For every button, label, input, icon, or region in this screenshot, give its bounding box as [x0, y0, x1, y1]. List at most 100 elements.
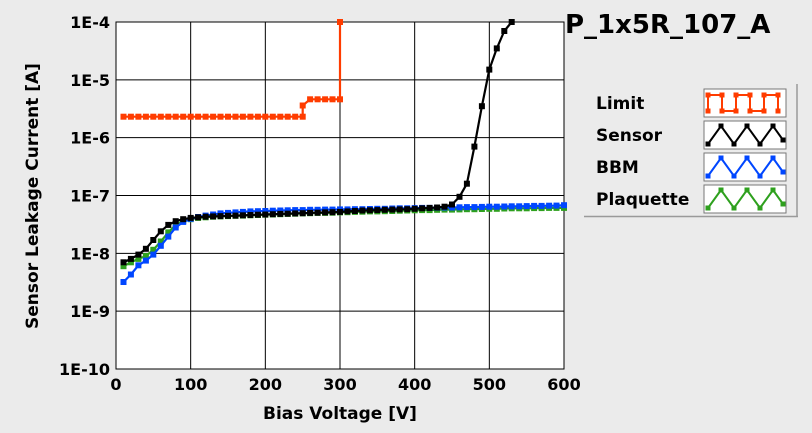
- limit-point: [157, 113, 164, 120]
- sensor-point: [150, 237, 157, 243]
- plaquette-point: [157, 238, 164, 245]
- limit-point: [195, 113, 202, 120]
- legend-item-bbm[interactable]: BBM: [596, 152, 787, 182]
- sensor-point: [277, 210, 284, 217]
- limit-point: [120, 113, 127, 120]
- legend: Limit Sensor BBM Plaquette: [584, 84, 798, 218]
- limit-point: [337, 96, 343, 103]
- legend-label-plaquette: Plaquette: [596, 190, 689, 210]
- bbm-point: [561, 202, 567, 209]
- limit-point: [165, 113, 172, 120]
- bbm-point: [247, 208, 254, 215]
- sensor-point: [374, 207, 381, 214]
- x-tick-label: 300: [323, 375, 356, 394]
- limit-point: [202, 113, 209, 120]
- limit-point: [329, 96, 336, 103]
- sensor-point: [493, 45, 500, 52]
- legend-marker-plaquette: [718, 187, 724, 193]
- limit-point: [210, 113, 217, 120]
- sensor-point: [434, 204, 441, 211]
- x-tick-label: 500: [473, 375, 506, 394]
- plaquette-point: [127, 259, 134, 266]
- legend-item-sensor[interactable]: Sensor: [596, 120, 787, 150]
- sensor-point: [187, 214, 194, 221]
- y-tick-label: 1E-4: [70, 13, 110, 32]
- sensor-point: [232, 212, 239, 219]
- limit-point: [232, 113, 239, 120]
- bbm-point: [142, 257, 149, 264]
- bbm-point: [493, 203, 500, 210]
- bbm-point: [501, 203, 508, 210]
- bbm-point: [299, 207, 306, 214]
- sensor-point: [120, 259, 127, 266]
- legend-item-limit[interactable]: Limit: [596, 88, 787, 118]
- sensor-point: [322, 209, 329, 216]
- bbm-point: [172, 224, 179, 231]
- series-limit: [120, 19, 343, 120]
- sensor-point: [314, 209, 321, 216]
- bbm-point: [292, 207, 299, 214]
- sensor-point: [254, 211, 261, 218]
- limit-point: [172, 113, 179, 120]
- sensor-point: [127, 255, 134, 262]
- x-axis-title: Bias Voltage [V]: [263, 404, 417, 424]
- sensor-point: [486, 66, 493, 73]
- legend-marker-bbm: [770, 155, 776, 161]
- legend-label-sensor: Sensor: [596, 126, 663, 146]
- bbm-point: [523, 203, 530, 210]
- sensor-point: [292, 210, 299, 217]
- bbm-point: [508, 203, 515, 210]
- sensor-point: [351, 208, 358, 214]
- bbm-point: [232, 209, 239, 216]
- sensor-point: [389, 206, 396, 213]
- bbm-point: [135, 262, 142, 269]
- limit-point: [180, 113, 187, 120]
- bbm-point: [546, 202, 553, 209]
- legend-marker-sensor: [705, 141, 711, 147]
- legend-marker-sensor: [757, 141, 763, 147]
- limit-point: [247, 113, 254, 120]
- sensor-point: [366, 207, 373, 214]
- bbm-point: [262, 208, 269, 214]
- y-axis-title: Sensor Leakage Current [A]: [23, 63, 43, 329]
- x-tick-label: 200: [249, 375, 282, 394]
- limit-point: [322, 96, 329, 103]
- bbm-point: [531, 202, 538, 209]
- limit-point: [307, 96, 314, 103]
- sensor-point: [247, 212, 254, 218]
- x-tick-label: 0: [110, 375, 121, 394]
- limit-point: [127, 113, 134, 120]
- y-tick-label: 1E-5: [70, 71, 110, 90]
- legend-item-plaquette[interactable]: Plaquette: [596, 184, 787, 214]
- sensor-point: [463, 180, 470, 187]
- plaquette-point: [135, 255, 142, 262]
- sensor-point: [299, 210, 306, 217]
- legend-marker-sensor: [780, 137, 786, 143]
- y-tick-label: 1E-6: [70, 129, 110, 148]
- bbm-point: [120, 279, 127, 285]
- series-sensor: [120, 19, 515, 266]
- legend-marker-limit: [747, 108, 753, 114]
- bbm-point: [471, 204, 478, 211]
- sensor-point: [307, 209, 314, 216]
- legend-marker-bbm: [757, 173, 763, 179]
- y-tick-label: 1E-10: [59, 360, 110, 379]
- sensor-point: [381, 206, 388, 213]
- sensor-point: [359, 207, 366, 214]
- bbm-point: [269, 207, 276, 214]
- sensor-point: [262, 211, 269, 218]
- sensor-point: [396, 206, 403, 213]
- sensor-point: [508, 19, 515, 25]
- limit-point: [314, 96, 321, 103]
- limit-point: [150, 113, 157, 120]
- sensor-point: [172, 218, 179, 225]
- bbm-point: [277, 207, 284, 214]
- legend-marker-plaquette: [780, 201, 786, 207]
- legend-marker-limit: [761, 92, 767, 98]
- bbm-point: [478, 203, 485, 210]
- legend-marker-bbm: [705, 173, 711, 179]
- limit-point: [299, 113, 306, 120]
- x-tick-label: 100: [174, 375, 207, 394]
- limit-point: [284, 113, 291, 120]
- sensor-point: [195, 214, 202, 221]
